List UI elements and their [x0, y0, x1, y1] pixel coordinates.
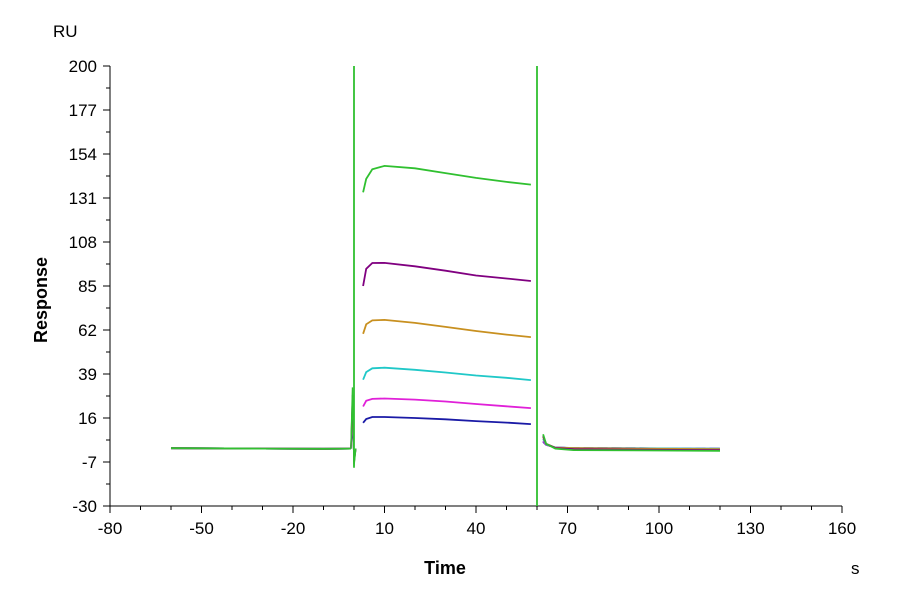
series-baseline [170, 447, 351, 450]
y-tick-labels: -30 -7 16 39 62 85 108 131 154 177 200 [69, 57, 97, 516]
y-unit-label: RU [53, 22, 78, 41]
axes [103, 65, 843, 513]
x-unit-label: s [851, 559, 860, 578]
x-tick-labels: -80 -50 -20 10 40 70 100 130 160 [98, 519, 856, 538]
series-association [362, 318, 531, 338]
series-dissociation [542, 438, 721, 450]
series-association [362, 397, 531, 409]
x-tick-label: 130 [736, 519, 764, 538]
x-tick-label: 40 [467, 519, 486, 538]
x-axis-title: Time [424, 558, 466, 578]
y-tick-label: 177 [69, 101, 97, 120]
series-association [362, 261, 531, 287]
y-tick-label: 200 [69, 57, 97, 76]
x-tick-label: 160 [828, 519, 856, 538]
y-tick-label: 108 [69, 233, 97, 252]
y-tick-label: -7 [82, 453, 97, 472]
x-tick-label: 10 [375, 519, 394, 538]
plot-lines [170, 66, 721, 506]
y-axis-title: Response [31, 257, 51, 343]
y-tick-label: 39 [78, 365, 97, 384]
x-tick-label: 100 [645, 519, 673, 538]
y-tick-label: 154 [69, 145, 97, 164]
x-tick-label: -80 [98, 519, 123, 538]
y-tick-label: 131 [69, 189, 97, 208]
series-dissociation [542, 434, 721, 452]
y-tick-label: 16 [78, 409, 97, 428]
x-tick-label: 70 [558, 519, 577, 538]
series-association [362, 164, 531, 193]
y-tick-label: 62 [78, 321, 97, 340]
y-tick-label: -30 [72, 497, 97, 516]
y-tick-label: 85 [78, 277, 97, 296]
x-tick-label: -20 [281, 519, 306, 538]
x-tick-label: -50 [189, 519, 214, 538]
series-association [362, 416, 531, 425]
series-association [362, 366, 531, 381]
